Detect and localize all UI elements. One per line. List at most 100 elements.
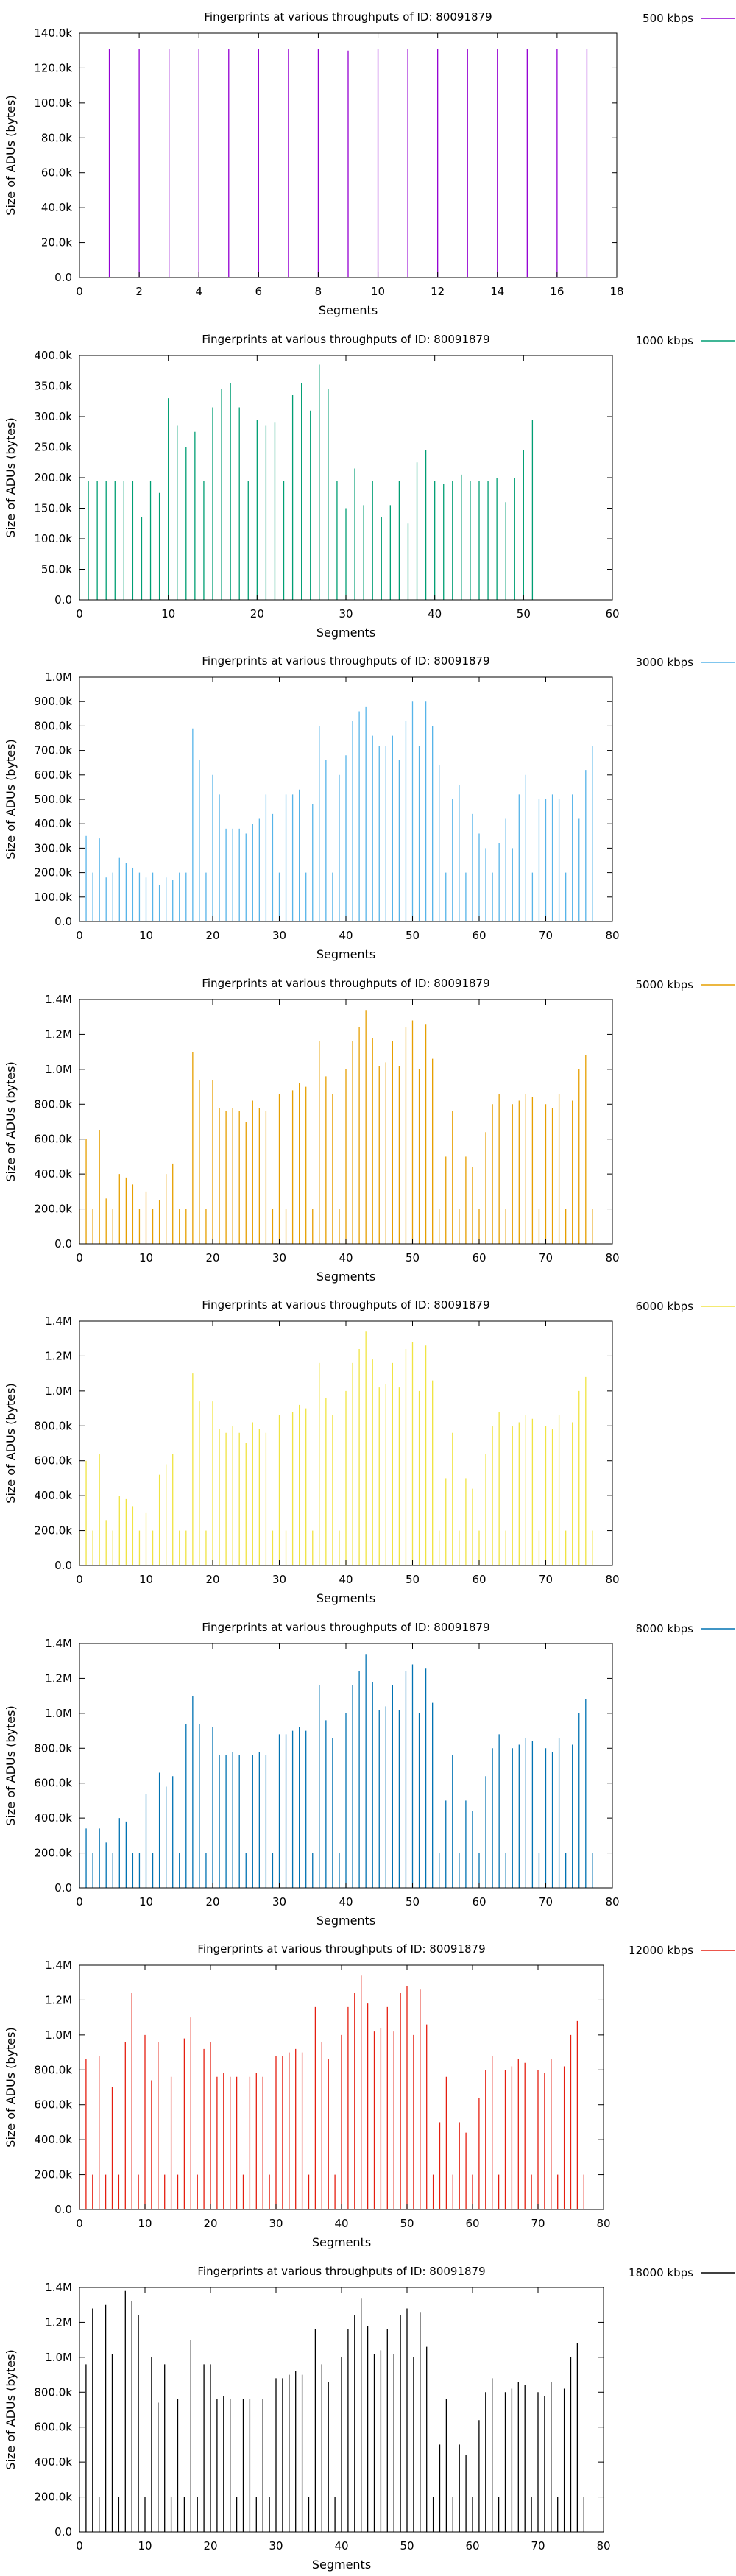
y-tick-label: 200.0k (34, 866, 72, 880)
y-tick-label: 800.0k (34, 1419, 72, 1432)
x-tick-label: 70 (539, 1895, 553, 1908)
y-tick-label: 40.0k (41, 201, 72, 214)
x-tick-label: 30 (272, 1895, 286, 1908)
y-tick-label: 80.0k (41, 131, 72, 144)
y-tick-label: 0.0 (54, 1881, 72, 1894)
x-tick-label: 30 (339, 607, 353, 620)
x-tick-label: 14 (490, 285, 504, 298)
x-tick-label: 50 (406, 929, 420, 942)
bar-series (79, 701, 593, 921)
x-axis-label: Segments (312, 2235, 371, 2249)
x-tick-label: 80 (605, 1573, 619, 1586)
y-tick-label: 400.0k (34, 817, 72, 830)
y-tick-label: 400.0k (34, 1167, 72, 1181)
chart-title: Fingerprints at various throughputs of I… (202, 977, 489, 990)
fingerprint-chart-3: Fingerprints at various throughputs of I… (4, 977, 735, 1284)
legend-label: 6000 kbps (636, 1300, 694, 1313)
chart-title: Fingerprints at various throughputs of I… (202, 654, 489, 668)
y-tick-label: 500.0k (34, 793, 72, 806)
x-tick-label: 8 (315, 285, 322, 298)
y-tick-label: 0.0 (54, 271, 72, 284)
x-tick-label: 80 (596, 2217, 610, 2230)
legend-label: 500 kbps (643, 12, 693, 25)
x-axis-label: Segments (316, 1270, 375, 1284)
x-tick-label: 70 (539, 1573, 553, 1586)
y-tick-label: 300.0k (34, 841, 72, 854)
fingerprint-chart-4: Fingerprints at various throughputs of I… (4, 1298, 735, 1605)
legend-label: 8000 kbps (636, 1622, 694, 1635)
y-tick-label: 60.0k (41, 166, 72, 180)
legend: 3000 kbps (636, 656, 735, 669)
x-tick-label: 30 (272, 929, 286, 942)
legend: 6000 kbps (636, 1300, 735, 1313)
y-tick-label: 800.0k (34, 2385, 72, 2399)
y-tick-label: 1.2M (45, 1671, 72, 1685)
fingerprint-chart-1: Fingerprints at various throughputs of I… (4, 333, 735, 640)
y-tick-label: 400.0k (34, 1811, 72, 1825)
bar-series (79, 1654, 593, 1888)
x-tick-label: 12 (431, 285, 445, 298)
y-tick-label: 600.0k (34, 768, 72, 782)
y-tick-label: 400.0k (34, 349, 72, 362)
y-tick-label: 0.0 (54, 1559, 72, 1572)
y-tick-label: 600.0k (34, 1133, 72, 1146)
y-tick-label: 100.0k (34, 532, 72, 545)
x-tick-label: 6 (255, 285, 263, 298)
x-tick-label: 80 (596, 2539, 610, 2552)
x-tick-label: 50 (406, 1251, 420, 1264)
x-tick-label: 60 (605, 607, 619, 620)
x-tick-label: 20 (250, 607, 264, 620)
x-tick-label: 10 (139, 1251, 153, 1264)
legend: 1000 kbps (636, 334, 735, 347)
legend-label: 5000 kbps (636, 978, 694, 991)
x-tick-label: 80 (605, 1251, 619, 1264)
bar-series (79, 1010, 593, 1244)
x-tick-label: 20 (205, 1895, 219, 1908)
chart-title: Fingerprints at various throughputs of I… (202, 1621, 489, 1634)
x-tick-label: 40 (339, 1895, 353, 1908)
x-tick-label: 60 (472, 1895, 486, 1908)
chart-title: Fingerprints at various throughputs of I… (202, 333, 489, 346)
y-tick-label: 800.0k (34, 1741, 72, 1755)
x-tick-label: 40 (339, 1251, 353, 1264)
y-tick-label: 1.0M (45, 2351, 72, 2364)
y-tick-label: 200.0k (34, 1524, 72, 1538)
y-axis-label: Size of ADUs (bytes) (4, 417, 18, 537)
legend: 18000 kbps (629, 2266, 735, 2279)
x-tick-label: 80 (605, 1895, 619, 1908)
y-tick-label: 600.0k (34, 1777, 72, 1790)
legend-label: 12000 kbps (629, 1944, 693, 1957)
x-tick-label: 50 (400, 2539, 414, 2552)
y-tick-label: 700.0k (34, 744, 72, 757)
bar-series (79, 1975, 584, 2209)
y-tick-label: 1.4M (45, 2281, 72, 2294)
bar-series (79, 364, 534, 600)
x-tick-label: 50 (517, 607, 531, 620)
bar-series (108, 49, 588, 277)
x-tick-label: 30 (272, 1251, 286, 1264)
y-tick-label: 400.0k (34, 2455, 72, 2469)
x-axis-label: Segments (316, 1914, 375, 1928)
x-tick-label: 10 (139, 1895, 153, 1908)
x-tick-label: 70 (531, 2217, 545, 2230)
legend: 5000 kbps (636, 978, 735, 991)
y-tick-label: 50.0k (41, 563, 72, 576)
y-tick-label: 0.0 (54, 2203, 72, 2216)
y-axis-label: Size of ADUs (bytes) (4, 739, 18, 859)
legend: 8000 kbps (636, 1622, 735, 1635)
y-tick-label: 250.0k (34, 441, 72, 454)
x-tick-label: 20 (205, 1573, 219, 1586)
y-tick-label: 200.0k (34, 471, 72, 484)
legend-label: 1000 kbps (636, 334, 694, 347)
fingerprint-chart-2: Fingerprints at various throughputs of I… (4, 654, 735, 961)
y-axis-label: Size of ADUs (bytes) (4, 1061, 18, 1181)
x-tick-label: 40 (334, 2217, 348, 2230)
y-tick-label: 600.0k (34, 2421, 72, 2434)
y-tick-label: 0.0 (54, 2525, 72, 2538)
y-tick-label: 1.0M (45, 1063, 72, 1076)
y-tick-label: 350.0k (34, 380, 72, 393)
fingerprint-chart-6: Fingerprints at various throughputs of I… (4, 1942, 735, 2249)
x-tick-label: 4 (195, 285, 202, 298)
x-tick-label: 60 (472, 929, 486, 942)
x-axis-label: Segments (319, 303, 378, 317)
